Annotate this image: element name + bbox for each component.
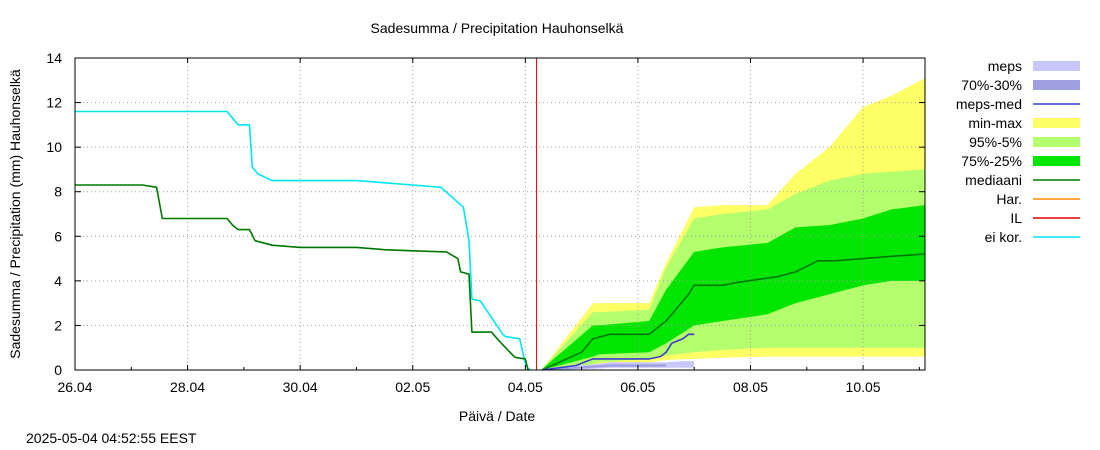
legend-label-95-5: 95%-5% — [969, 134, 1022, 150]
grid-layer — [75, 58, 925, 370]
x-tick-label-2: 30.04 — [283, 379, 318, 395]
legend-swatch-70-30 — [1033, 80, 1080, 90]
y-tick-label-5: 10 — [46, 139, 62, 155]
legend-label-il: IL — [1010, 210, 1022, 226]
y-tick-label-4: 8 — [54, 184, 62, 200]
legend-label-min-max: min-max — [968, 115, 1022, 131]
x-tick-label-7: 10.05 — [846, 379, 881, 395]
legend: meps 70%-30% meps-med min-max 95%-5% 75%-25% m… — [956, 58, 1080, 245]
series-mediaani-forecast — [541, 253, 925, 370]
legend-label-mediaani: mediaani — [965, 172, 1022, 188]
x-tick-label-4: 04.05 — [508, 379, 543, 395]
legend-label-75-25: 75%-25% — [961, 153, 1022, 169]
series-meps-med — [542, 333, 695, 370]
legend-label-har: Har. — [996, 191, 1022, 207]
legend-swatch-min-max — [1033, 118, 1080, 128]
x-tick-label-1: 28.04 — [170, 379, 205, 395]
legend-label-meps: meps — [988, 58, 1022, 74]
y-tick-label-0: 0 — [54, 362, 62, 378]
plot-frame — [74, 57, 926, 371]
band-75-25 — [542, 205, 925, 370]
legend-label-ei-kor: ei kor. — [985, 229, 1022, 245]
chart-title: Sadesumma / Precipitation Hauhonselkä — [371, 20, 624, 36]
y-tick-label-1: 2 — [54, 317, 62, 333]
x-tick-label-0: 26.04 — [57, 379, 92, 395]
timestamp: 2025-05-04 04:52:55 EEST — [26, 430, 197, 446]
y-tick-label-6: 12 — [46, 95, 62, 111]
series-ei-kor — [75, 110, 532, 370]
y-tick-label-7: 14 — [46, 50, 62, 66]
x-axis-label: Päivä / Date — [459, 408, 535, 424]
axis-layer: 26.04 28.04 30.04 02.05 04.05 06.05 08.05 10.05… — [46, 50, 925, 395]
y-tick-label-3: 6 — [54, 228, 62, 244]
bands-layer — [542, 78, 925, 370]
y-axis-label: Sadesumma / Precipitation (mm) Hauhonsel… — [7, 69, 23, 359]
legend-swatch-75-25 — [1033, 156, 1080, 166]
x-tick-label-3: 02.05 — [395, 379, 430, 395]
x-tick-label-5: 06.05 — [620, 379, 655, 395]
series-layer — [75, 58, 925, 370]
legend-label-70-30: 70%-30% — [961, 77, 1022, 93]
legend-label-meps-med: meps-med — [956, 96, 1022, 112]
legend-swatch-meps — [1033, 61, 1080, 71]
series-mediaani-obs — [75, 184, 529, 370]
x-tick-label-6: 08.05 — [733, 379, 768, 395]
legend-swatch-95-5 — [1033, 137, 1080, 147]
y-tick-label-2: 4 — [54, 273, 62, 289]
